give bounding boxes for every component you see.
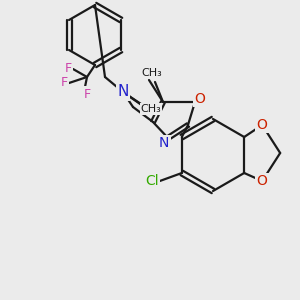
Text: CH₃: CH₃ (141, 104, 161, 114)
Text: N: N (117, 85, 129, 100)
Text: O: O (257, 174, 268, 188)
Text: N: N (159, 136, 169, 150)
Text: O: O (195, 92, 206, 106)
Text: CH₃: CH₃ (142, 68, 162, 78)
Text: F: F (64, 62, 72, 76)
Text: Cl: Cl (145, 174, 159, 188)
Text: F: F (60, 76, 68, 89)
Text: O: O (257, 118, 268, 132)
Text: F: F (83, 88, 91, 100)
